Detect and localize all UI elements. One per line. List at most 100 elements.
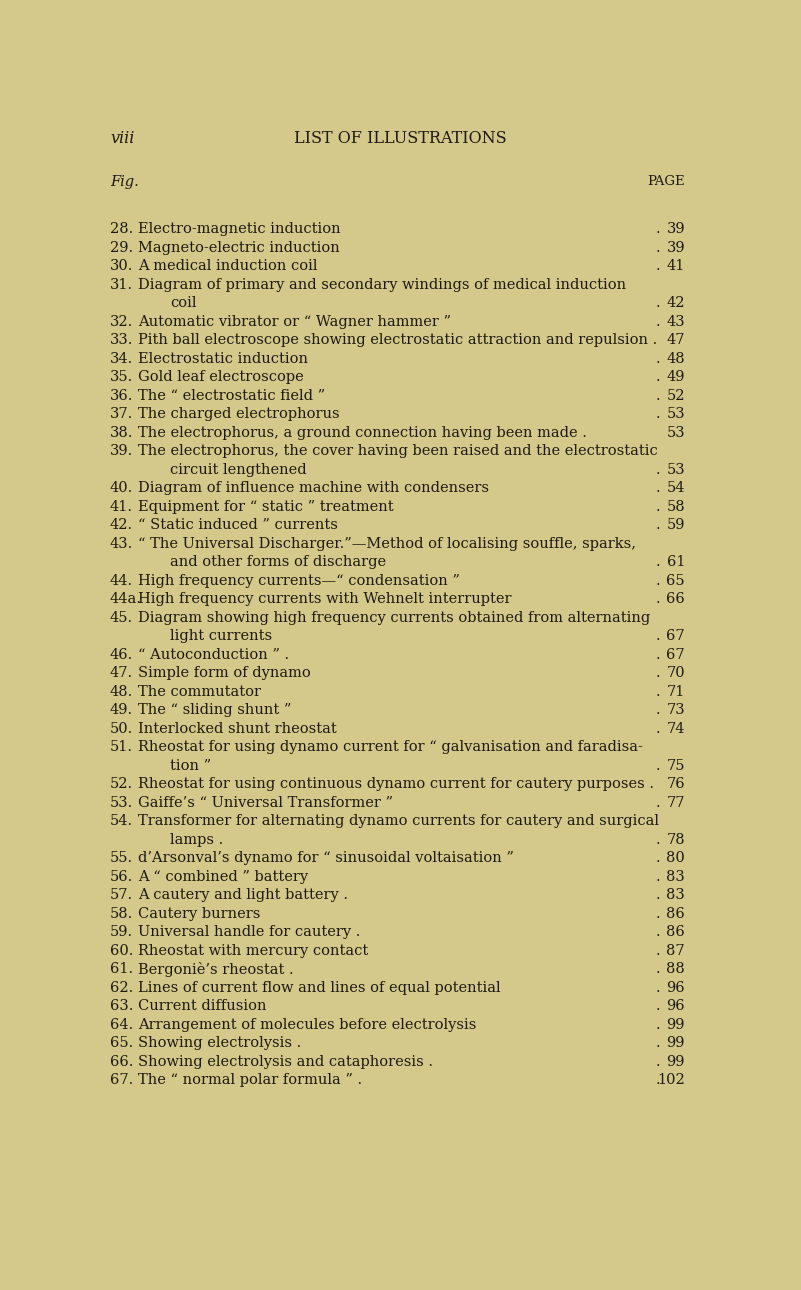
Text: .: .: [656, 481, 665, 495]
Text: The “ sliding shunt ”: The “ sliding shunt ”: [138, 703, 292, 717]
Text: .: .: [656, 796, 665, 810]
Text: 51.: 51.: [110, 740, 133, 755]
Text: 33.: 33.: [110, 333, 134, 347]
Text: .: .: [656, 259, 665, 273]
Text: .: .: [656, 463, 665, 477]
Text: and other forms of discharge: and other forms of discharge: [170, 555, 386, 569]
Text: Cautery burners: Cautery burners: [138, 907, 260, 921]
Text: 80: 80: [666, 851, 685, 866]
Text: Gold leaf electroscope: Gold leaf electroscope: [138, 370, 304, 384]
Text: .: .: [656, 241, 665, 254]
Text: 62.: 62.: [110, 980, 133, 995]
Text: 46.: 46.: [110, 648, 133, 662]
Text: 38.: 38.: [110, 426, 134, 440]
Text: .: .: [656, 315, 665, 329]
Text: light currents: light currents: [170, 630, 272, 644]
Text: .: .: [656, 630, 665, 644]
Text: 39.: 39.: [110, 444, 133, 458]
Text: .: .: [656, 759, 665, 773]
Text: A cautery and light battery .: A cautery and light battery .: [138, 889, 348, 902]
Text: The commutator: The commutator: [138, 685, 261, 699]
Text: 40.: 40.: [110, 481, 133, 495]
Text: .: .: [656, 499, 665, 513]
Text: Automatic vibrator or “ Wagner hammer ”: Automatic vibrator or “ Wagner hammer ”: [138, 315, 451, 329]
Text: 99: 99: [666, 1018, 685, 1032]
Text: 59.: 59.: [110, 925, 133, 939]
Text: 77: 77: [666, 796, 685, 810]
Text: Bergoniè’s rheostat .: Bergoniè’s rheostat .: [138, 962, 294, 978]
Text: 67: 67: [666, 648, 685, 662]
Text: The “ electrostatic field ”: The “ electrostatic field ”: [138, 388, 325, 402]
Text: .: .: [656, 408, 665, 422]
Text: The charged electrophorus: The charged electrophorus: [138, 408, 340, 422]
Text: 42: 42: [666, 297, 685, 310]
Text: Current diffusion: Current diffusion: [138, 1000, 267, 1013]
Text: 96: 96: [666, 980, 685, 995]
Text: .: .: [656, 1000, 665, 1013]
Text: 48.: 48.: [110, 685, 133, 699]
Text: 54: 54: [666, 481, 685, 495]
Text: 63.: 63.: [110, 1000, 134, 1013]
Text: 53: 53: [666, 463, 685, 477]
Text: 96: 96: [666, 1000, 685, 1013]
Text: d’Arsonval’s dynamo for “ sinusoidal voltaisation ”: d’Arsonval’s dynamo for “ sinusoidal vol…: [138, 851, 514, 866]
Text: Rheostat for using dynamo current for “ galvanisation and faradisa-: Rheostat for using dynamo current for “ …: [138, 740, 643, 755]
Text: .: .: [656, 388, 665, 402]
Text: .: .: [656, 721, 665, 735]
Text: 37.: 37.: [110, 408, 133, 422]
Text: Universal handle for cautery .: Universal handle for cautery .: [138, 925, 360, 939]
Text: 48: 48: [666, 352, 685, 365]
Text: .: .: [656, 685, 665, 699]
Text: 61.: 61.: [110, 962, 133, 977]
Text: .: .: [656, 352, 665, 365]
Text: viii: viii: [110, 130, 135, 147]
Text: lamps .: lamps .: [170, 833, 223, 846]
Text: tion ”: tion ”: [170, 759, 211, 773]
Text: .: .: [656, 980, 665, 995]
Text: 31.: 31.: [110, 277, 133, 292]
Text: 65: 65: [666, 574, 685, 588]
Text: PAGE: PAGE: [647, 175, 685, 188]
Text: 83: 83: [666, 869, 685, 884]
Text: Interlocked shunt rheostat: Interlocked shunt rheostat: [138, 721, 336, 735]
Text: LIST OF ILLUSTRATIONS: LIST OF ILLUSTRATIONS: [294, 130, 507, 147]
Text: 55.: 55.: [110, 851, 133, 866]
Text: 74: 74: [666, 721, 685, 735]
Text: 35.: 35.: [110, 370, 133, 384]
Text: The “ normal polar formula ” .: The “ normal polar formula ” .: [138, 1073, 362, 1087]
Text: .: .: [656, 519, 665, 533]
Text: .: .: [656, 297, 665, 310]
Text: 61: 61: [666, 555, 685, 569]
Text: 52.: 52.: [110, 777, 133, 791]
Text: .: .: [656, 851, 665, 866]
Text: Transformer for alternating dynamo currents for cautery and surgical: Transformer for alternating dynamo curre…: [138, 814, 659, 828]
Text: Electrostatic induction: Electrostatic induction: [138, 352, 308, 365]
Text: 34.: 34.: [110, 352, 133, 365]
Text: 30.: 30.: [110, 259, 134, 273]
Text: .: .: [656, 370, 665, 384]
Text: 44.: 44.: [110, 574, 133, 588]
Text: Lines of current flow and lines of equal potential: Lines of current flow and lines of equal…: [138, 980, 501, 995]
Text: Magneto-electric induction: Magneto-electric induction: [138, 241, 340, 254]
Text: The electrophorus, a ground connection having been made .: The electrophorus, a ground connection h…: [138, 426, 587, 440]
Text: .: .: [656, 944, 665, 957]
Text: 28.: 28.: [110, 222, 133, 236]
Text: 36.: 36.: [110, 388, 134, 402]
Text: 66.: 66.: [110, 1055, 134, 1068]
Text: .: .: [656, 592, 665, 606]
Text: 66: 66: [666, 592, 685, 606]
Text: 44a.: 44a.: [110, 592, 142, 606]
Text: 70: 70: [666, 666, 685, 680]
Text: 59: 59: [666, 519, 685, 533]
Text: .: .: [656, 666, 665, 680]
Text: .: .: [656, 648, 665, 662]
Text: Fig.: Fig.: [110, 175, 139, 190]
Text: Rheostat for using continuous dynamo current for cautery purposes .: Rheostat for using continuous dynamo cur…: [138, 777, 654, 791]
Text: 64.: 64.: [110, 1018, 133, 1032]
Text: “ Static induced ” currents: “ Static induced ” currents: [138, 519, 338, 533]
Text: 99: 99: [666, 1055, 685, 1068]
Text: .: .: [656, 1073, 665, 1087]
Text: High frequency currents—“ condensation ”: High frequency currents—“ condensation ”: [138, 574, 460, 588]
Text: 54.: 54.: [110, 814, 133, 828]
Text: 86: 86: [666, 907, 685, 921]
